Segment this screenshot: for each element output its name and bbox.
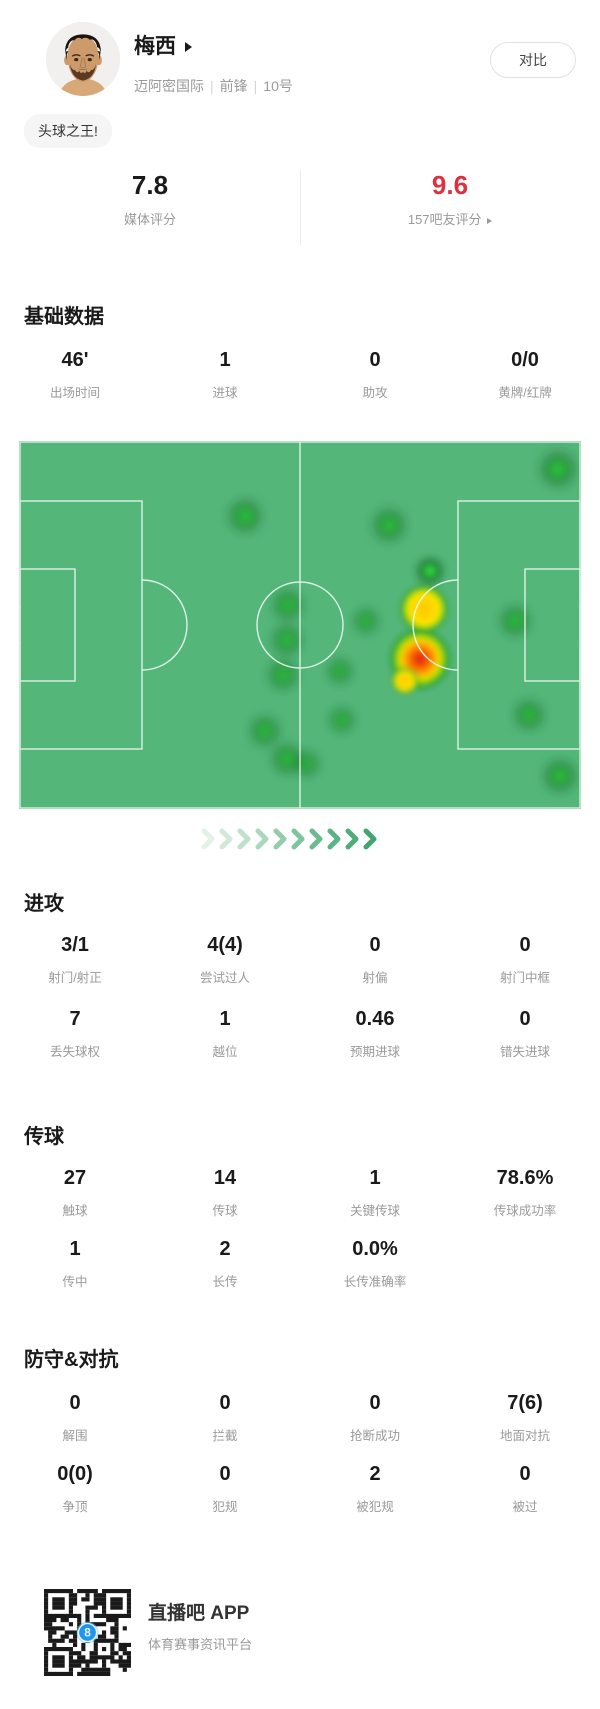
svg-text:8: 8 — [84, 1626, 91, 1640]
